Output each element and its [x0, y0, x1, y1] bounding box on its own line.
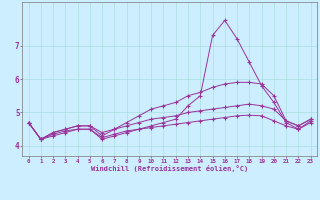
X-axis label: Windchill (Refroidissement éolien,°C): Windchill (Refroidissement éolien,°C)	[91, 165, 248, 172]
